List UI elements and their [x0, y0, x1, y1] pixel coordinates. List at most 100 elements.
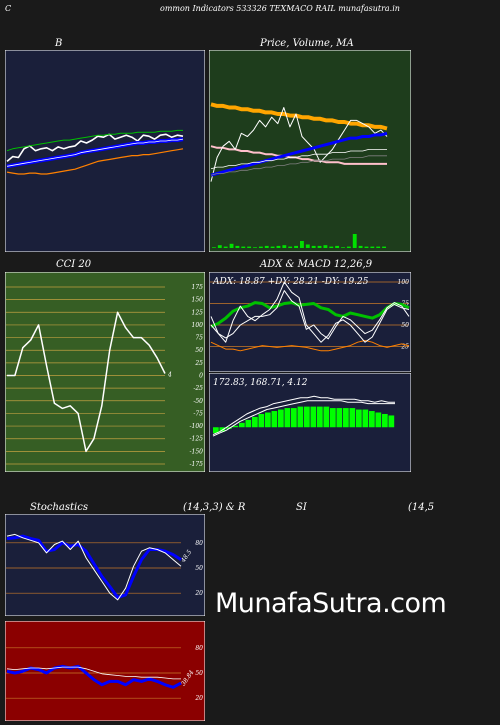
adx-series-line-2	[210, 281, 410, 343]
macd-histogram-bar	[258, 413, 265, 428]
bollinger-series-line-2	[6, 138, 184, 167]
macd-histogram-bar	[245, 419, 252, 428]
macd-histogram-bar	[304, 406, 310, 428]
cci-tick-label: 25	[194, 360, 203, 367]
price_ma-volume-bar	[229, 243, 234, 248]
bollinger-series-line-4	[6, 148, 184, 175]
adx-tick-label: 50	[401, 322, 409, 329]
rsi-background	[5, 621, 205, 721]
price_ma-volume-bar	[264, 245, 269, 248]
macd-histogram-bar	[336, 408, 343, 428]
macd-annotation: 172.83, 168.71, 4.12	[213, 378, 308, 388]
cci-title: CCI 20	[56, 259, 92, 270]
price_ma-volume-bar	[311, 245, 316, 248]
header-c-label: C	[5, 4, 12, 13]
adx-title: ADX & MACD 12,26,9	[260, 259, 373, 270]
price_ma-series-line-5	[210, 155, 387, 176]
price_ma-volume-bar	[276, 245, 281, 248]
adx-tick-label: 25	[400, 344, 409, 351]
stochastics-params: (14,3,3) & R	[183, 502, 246, 513]
price_ma-volume-bar	[217, 245, 222, 248]
price_ma-volume-bar	[341, 247, 345, 248]
macd-histogram-bar	[297, 406, 304, 428]
cci-tick-label: -125	[190, 436, 204, 443]
macd-series-line-1	[212, 400, 395, 437]
price_ma-volume-bar	[335, 245, 340, 248]
macd-chart: 172.83, 168.71, 4.12	[209, 373, 411, 472]
adx-tick-label: 75	[401, 301, 409, 308]
cci-background	[5, 272, 205, 472]
bollinger-series-line-0	[6, 133, 184, 163]
price_ma-volume-bar	[258, 246, 263, 248]
bollinger-title: B	[55, 38, 63, 49]
adx-series-line-1	[210, 340, 410, 352]
macd-histogram-bar	[226, 427, 232, 429]
price_ma-series-line-0	[210, 102, 388, 131]
bollinger-panel	[5, 50, 205, 252]
macd-histogram-bar	[375, 412, 382, 428]
bollinger-series-line-3	[6, 129, 183, 152]
rsi-title: SI	[296, 502, 307, 513]
macd-histogram-bar	[284, 408, 291, 428]
price-ma-title: Price, Volume, MA	[260, 38, 354, 49]
price_ma-volume-bar	[305, 244, 310, 248]
rsi-series-line-0	[6, 664, 182, 689]
rsi-tick-label: 80	[195, 645, 203, 652]
adx-tick-label: 100	[398, 279, 410, 286]
macd-histogram-bar	[278, 409, 284, 428]
price_ma-volume-bar	[346, 246, 351, 248]
stochastics-series-line-1	[6, 533, 182, 601]
cci-tick-label: -150	[190, 448, 204, 455]
stochastics-tick-label: 80	[195, 540, 203, 547]
macd-histogram-bar	[239, 422, 245, 428]
macd-histogram-bar	[252, 416, 258, 428]
price_ma-volume-bar	[358, 245, 363, 248]
adx-chart: 100 75 50 25 ADX: 18.87 +DY: 28.21 -DY: 19.2…	[209, 272, 411, 372]
macd-histogram-bar	[388, 415, 395, 428]
macd-histogram-bar	[317, 406, 323, 428]
price_ma-series-line-1	[210, 145, 387, 165]
price_ma-volume-bar	[317, 245, 322, 248]
price_ma-volume-bar	[288, 246, 293, 248]
macd-histogram-bar	[213, 427, 219, 434]
price_ma-series-line-3	[210, 131, 388, 177]
macd-histogram-bar	[362, 409, 369, 428]
cci-tick-label: 175	[192, 284, 204, 291]
stochastics-title: Stochastics	[30, 502, 88, 513]
cci-tick-label: -175	[190, 461, 204, 468]
macd-series-line-0	[212, 395, 395, 436]
price-ma-chart	[209, 50, 411, 252]
cci-tick-label: -75	[193, 410, 203, 417]
price_ma-volume-bar	[223, 246, 228, 248]
stochastics-tick-label: 20	[194, 590, 203, 597]
cci-tick-label: 150	[192, 297, 204, 304]
price_ma-volume-bar	[212, 247, 216, 248]
cci-series-line-0	[7, 311, 166, 453]
price_ma-volume-bar	[241, 246, 246, 248]
macd-histogram-bar	[343, 408, 349, 428]
price_ma-volume-bar	[253, 247, 257, 248]
macd-histogram-bar	[310, 406, 317, 428]
price_ma-volume-bar	[294, 245, 298, 248]
cci-tick-label: 125	[192, 309, 204, 316]
cci-tick-label: 50	[195, 347, 203, 354]
stochastics-background	[5, 514, 205, 616]
header-title: ommon Indicators 533326 TEXMACO RAIL mun…	[160, 4, 400, 13]
cci-chart: 175 150 125 100 75 50 25 0 -25 -50 -75 -100 -125 -150…	[5, 272, 205, 472]
cci-tick-label: -100	[190, 423, 204, 430]
price_ma-volume-bar	[352, 234, 357, 248]
rsi-series-line-1	[6, 666, 181, 680]
price_ma-volume-bar	[300, 241, 304, 248]
rsi-tick-label: 50	[195, 670, 203, 677]
price_ma-series-line-4	[210, 149, 387, 170]
price_ma-volume-bar	[247, 246, 252, 248]
cci-tick-label: 75	[195, 335, 203, 342]
macd-histogram-bar	[369, 411, 375, 428]
cci-tick-label: -25	[193, 385, 203, 392]
macd-histogram-bar	[271, 411, 278, 428]
rsi-params: (14,5	[408, 502, 435, 513]
macd-panel: 172.83, 168.71, 4.12	[209, 373, 411, 472]
price_ma-series-line-2	[210, 107, 388, 182]
rsi-panel: 80 50 20 38.84	[5, 621, 205, 721]
price-ma-panel	[209, 50, 411, 252]
